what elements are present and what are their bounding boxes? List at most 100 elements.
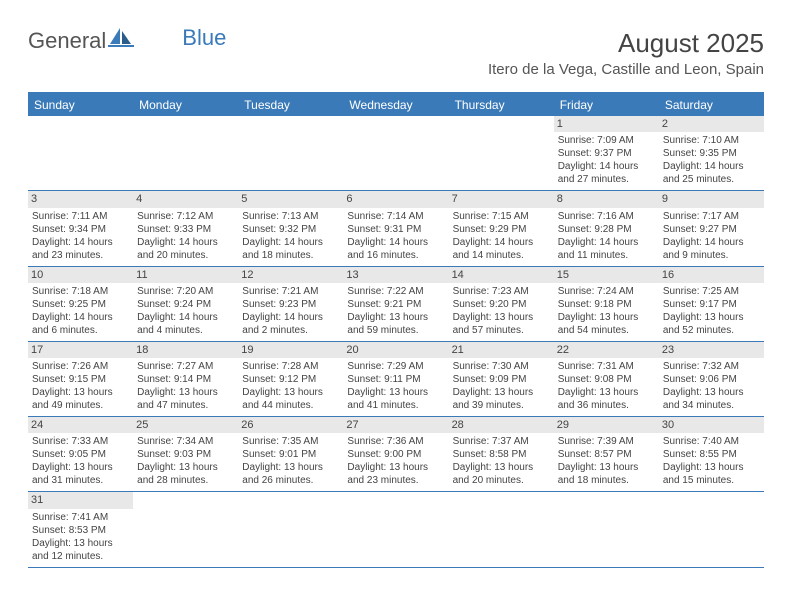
sunrise-line: Sunrise: 7:39 AM	[558, 435, 655, 448]
day-number: 4	[133, 191, 238, 207]
sunset-line: Sunset: 9:17 PM	[663, 298, 760, 311]
daylight-line-2: and 57 minutes.	[453, 324, 550, 337]
daylight-line-2: and 16 minutes.	[347, 249, 444, 262]
day-cell: 16Sunrise: 7:25 AMSunset: 9:17 PMDayligh…	[659, 267, 764, 341]
sunset-line: Sunset: 8:55 PM	[663, 448, 760, 461]
day-number: 18	[133, 342, 238, 358]
day-cell: 20Sunrise: 7:29 AMSunset: 9:11 PMDayligh…	[343, 342, 448, 416]
day-cell	[449, 492, 554, 566]
weekday-header: Sunday	[28, 94, 133, 116]
sunset-line: Sunset: 9:23 PM	[242, 298, 339, 311]
sunrise-line: Sunrise: 7:33 AM	[32, 435, 129, 448]
day-cell: 6Sunrise: 7:14 AMSunset: 9:31 PMDaylight…	[343, 191, 448, 265]
day-cell: 9Sunrise: 7:17 AMSunset: 9:27 PMDaylight…	[659, 191, 764, 265]
day-number: 3	[28, 191, 133, 207]
day-number: 8	[554, 191, 659, 207]
week-row: 3Sunrise: 7:11 AMSunset: 9:34 PMDaylight…	[28, 191, 764, 266]
sunset-line: Sunset: 9:00 PM	[347, 448, 444, 461]
daylight-line-2: and 12 minutes.	[32, 550, 129, 563]
day-cell: 1Sunrise: 7:09 AMSunset: 9:37 PMDaylight…	[554, 116, 659, 190]
day-number: 28	[449, 417, 554, 433]
day-cell: 7Sunrise: 7:15 AMSunset: 9:29 PMDaylight…	[449, 191, 554, 265]
day-cell: 28Sunrise: 7:37 AMSunset: 8:58 PMDayligh…	[449, 417, 554, 491]
day-number: 11	[133, 267, 238, 283]
day-cell: 15Sunrise: 7:24 AMSunset: 9:18 PMDayligh…	[554, 267, 659, 341]
sunset-line: Sunset: 9:01 PM	[242, 448, 339, 461]
sunset-line: Sunset: 9:37 PM	[558, 147, 655, 160]
day-cell: 23Sunrise: 7:32 AMSunset: 9:06 PMDayligh…	[659, 342, 764, 416]
daylight-line-1: Daylight: 13 hours	[32, 461, 129, 474]
day-number: 5	[238, 191, 343, 207]
location: Itero de la Vega, Castille and Leon, Spa…	[488, 61, 764, 78]
daylight-line-2: and 6 minutes.	[32, 324, 129, 337]
day-cell: 30Sunrise: 7:40 AMSunset: 8:55 PMDayligh…	[659, 417, 764, 491]
daylight-line-1: Daylight: 13 hours	[32, 386, 129, 399]
day-number: 13	[343, 267, 448, 283]
daylight-line-2: and 34 minutes.	[663, 399, 760, 412]
day-cell: 5Sunrise: 7:13 AMSunset: 9:32 PMDaylight…	[238, 191, 343, 265]
daylight-line-2: and 49 minutes.	[32, 399, 129, 412]
sunset-line: Sunset: 9:14 PM	[137, 373, 234, 386]
sunrise-line: Sunrise: 7:34 AM	[137, 435, 234, 448]
day-cell	[133, 492, 238, 566]
sunset-line: Sunset: 9:18 PM	[558, 298, 655, 311]
sunrise-line: Sunrise: 7:26 AM	[32, 360, 129, 373]
sunset-line: Sunset: 9:35 PM	[663, 147, 760, 160]
week-row: 17Sunrise: 7:26 AMSunset: 9:15 PMDayligh…	[28, 342, 764, 417]
sunrise-line: Sunrise: 7:35 AM	[242, 435, 339, 448]
day-cell: 24Sunrise: 7:33 AMSunset: 9:05 PMDayligh…	[28, 417, 133, 491]
daylight-line-1: Daylight: 13 hours	[137, 461, 234, 474]
day-cell: 13Sunrise: 7:22 AMSunset: 9:21 PMDayligh…	[343, 267, 448, 341]
sunrise-line: Sunrise: 7:41 AM	[32, 511, 129, 524]
daylight-line-1: Daylight: 13 hours	[453, 386, 550, 399]
day-cell: 27Sunrise: 7:36 AMSunset: 9:00 PMDayligh…	[343, 417, 448, 491]
day-cell: 3Sunrise: 7:11 AMSunset: 9:34 PMDaylight…	[28, 191, 133, 265]
daylight-line-1: Daylight: 13 hours	[137, 386, 234, 399]
day-number: 16	[659, 267, 764, 283]
sunset-line: Sunset: 9:25 PM	[32, 298, 129, 311]
logo-sail-icon	[106, 28, 134, 54]
sunrise-line: Sunrise: 7:29 AM	[347, 360, 444, 373]
sunset-line: Sunset: 9:24 PM	[137, 298, 234, 311]
sunset-line: Sunset: 9:21 PM	[347, 298, 444, 311]
daylight-line-1: Daylight: 14 hours	[558, 236, 655, 249]
daylight-line-2: and 27 minutes.	[558, 173, 655, 186]
day-cell: 18 Sunrise: 7:27 AMSunset: 9:14 PMDayligh…	[133, 342, 238, 416]
daylight-line-2: and 26 minutes.	[242, 474, 339, 487]
day-cell: 10Sunrise: 7:18 AMSunset: 9:25 PMDayligh…	[28, 267, 133, 341]
sunrise-line: Sunrise: 7:15 AM	[453, 210, 550, 223]
sunrise-line: Sunrise: 7:23 AM	[453, 285, 550, 298]
daylight-line-1: Daylight: 14 hours	[347, 236, 444, 249]
calendar: Sunday Monday Tuesday Wednesday Thursday…	[28, 92, 764, 568]
sunset-line: Sunset: 9:11 PM	[347, 373, 444, 386]
day-cell: 14Sunrise: 7:23 AMSunset: 9:20 PMDayligh…	[449, 267, 554, 341]
daylight-line-1: Daylight: 14 hours	[663, 236, 760, 249]
day-number: 2	[659, 116, 764, 132]
weekday-header: Thursday	[449, 94, 554, 116]
logo-text-blue: Blue	[182, 25, 226, 51]
daylight-line-1: Daylight: 13 hours	[242, 461, 339, 474]
sunset-line: Sunset: 9:08 PM	[558, 373, 655, 386]
daylight-line-1: Daylight: 13 hours	[32, 537, 129, 550]
day-number: 7	[449, 191, 554, 207]
daylight-line-2: and 2 minutes.	[242, 324, 339, 337]
day-cell: 31Sunrise: 7:41 AMSunset: 8:53 PMDayligh…	[28, 492, 133, 566]
daylight-line-2: and 20 minutes.	[453, 474, 550, 487]
sunset-line: Sunset: 9:09 PM	[453, 373, 550, 386]
day-number: 25	[133, 417, 238, 433]
sunrise-line: Sunrise: 7:18 AM	[32, 285, 129, 298]
day-number: 10	[28, 267, 133, 283]
sunrise-line: Sunrise: 7:17 AM	[663, 210, 760, 223]
daylight-line-2: and 41 minutes.	[347, 399, 444, 412]
weekday-header: Saturday	[659, 94, 764, 116]
daylight-line-1: Daylight: 13 hours	[453, 461, 550, 474]
sunset-line: Sunset: 9:05 PM	[32, 448, 129, 461]
daylight-line-1: Daylight: 13 hours	[347, 311, 444, 324]
daylight-line-2: and 9 minutes.	[663, 249, 760, 262]
sunrise-line: Sunrise: 7:11 AM	[32, 210, 129, 223]
daylight-line-2: and 18 minutes.	[242, 249, 339, 262]
weekday-row: Sunday Monday Tuesday Wednesday Thursday…	[28, 94, 764, 116]
daylight-line-2: and 47 minutes.	[137, 399, 234, 412]
sunrise-line: Sunrise: 7:27 AM	[137, 360, 234, 373]
sunset-line: Sunset: 8:57 PM	[558, 448, 655, 461]
